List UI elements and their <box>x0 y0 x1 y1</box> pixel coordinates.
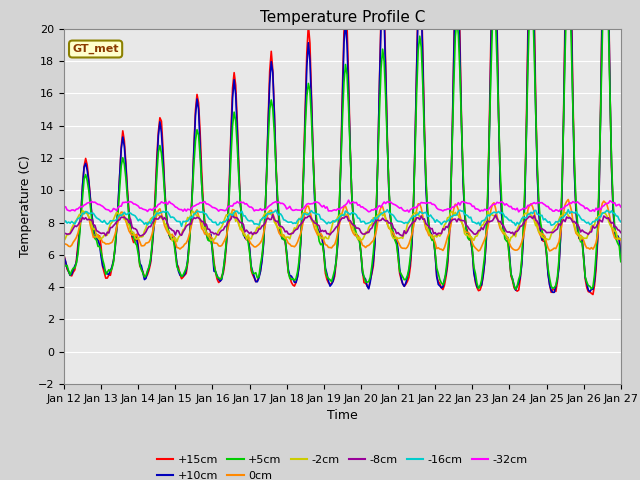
0cm <box>564 197 572 203</box>
Line: +15cm: +15cm <box>64 0 621 295</box>
-16cm <box>617 219 625 225</box>
-32cm <box>405 209 413 215</box>
-8cm <box>617 230 625 236</box>
+5cm <box>377 65 385 71</box>
-16cm <box>550 221 558 227</box>
-2cm <box>60 238 68 244</box>
-16cm <box>379 210 387 216</box>
Line: -8cm: -8cm <box>64 215 621 236</box>
Legend: +15cm, +10cm, +5cm, 0cm, -2cm, -8cm, -16cm, -32cm: +15cm, +10cm, +5cm, 0cm, -2cm, -8cm, -16… <box>152 451 532 480</box>
+10cm <box>164 223 172 229</box>
Line: +5cm: +5cm <box>64 0 621 289</box>
Line: -2cm: -2cm <box>64 211 621 242</box>
-8cm <box>76 219 83 225</box>
0cm <box>408 231 416 237</box>
-16cm <box>164 209 172 215</box>
-8cm <box>379 215 387 221</box>
-32cm <box>164 202 172 207</box>
+10cm <box>377 21 385 27</box>
+10cm <box>408 239 416 245</box>
-8cm <box>228 212 236 217</box>
+15cm <box>396 270 403 276</box>
-32cm <box>76 204 83 210</box>
X-axis label: Time: Time <box>327 409 358 422</box>
+15cm <box>60 252 68 258</box>
+10cm <box>396 265 403 271</box>
-32cm <box>397 204 405 210</box>
+5cm <box>76 234 83 240</box>
-32cm <box>412 205 419 211</box>
-2cm <box>552 223 559 228</box>
Line: 0cm: 0cm <box>64 200 621 251</box>
+5cm <box>617 259 625 264</box>
-32cm <box>379 201 387 207</box>
0cm <box>550 245 558 251</box>
-2cm <box>379 213 387 219</box>
+5cm <box>396 268 403 274</box>
-8cm <box>60 230 68 236</box>
0cm <box>475 248 483 254</box>
-8cm <box>399 233 406 239</box>
+5cm <box>550 285 558 290</box>
+5cm <box>164 224 172 230</box>
-2cm <box>397 234 405 240</box>
-16cm <box>76 215 83 221</box>
+10cm <box>617 256 625 262</box>
-2cm <box>506 239 513 245</box>
-8cm <box>552 227 559 233</box>
-32cm <box>345 197 353 203</box>
+5cm <box>512 287 520 292</box>
-2cm <box>79 208 86 214</box>
-16cm <box>410 213 417 219</box>
Title: Temperature Profile C: Temperature Profile C <box>260 10 425 25</box>
+15cm <box>617 253 625 259</box>
Line: -16cm: -16cm <box>64 210 621 226</box>
-2cm <box>165 229 173 235</box>
Y-axis label: Temperature (C): Temperature (C) <box>19 156 32 257</box>
-16cm <box>178 223 186 229</box>
-32cm <box>60 204 68 210</box>
Line: -32cm: -32cm <box>64 200 621 212</box>
0cm <box>377 204 385 210</box>
+15cm <box>549 287 557 292</box>
-8cm <box>412 218 419 224</box>
-2cm <box>76 212 83 217</box>
+10cm <box>60 253 68 259</box>
Text: GT_met: GT_met <box>72 44 119 54</box>
-16cm <box>60 220 68 226</box>
+15cm <box>164 225 172 231</box>
+15cm <box>408 240 416 246</box>
0cm <box>164 229 172 235</box>
0cm <box>76 224 83 229</box>
+10cm <box>550 289 558 295</box>
+10cm <box>549 289 557 295</box>
-16cm <box>397 219 405 225</box>
-2cm <box>617 236 625 242</box>
+15cm <box>589 292 597 298</box>
-8cm <box>397 232 405 238</box>
+5cm <box>408 230 416 236</box>
-16cm <box>564 207 572 213</box>
Line: +10cm: +10cm <box>64 0 621 292</box>
+15cm <box>76 228 83 234</box>
0cm <box>396 242 403 248</box>
+5cm <box>60 264 68 270</box>
-32cm <box>552 207 559 213</box>
0cm <box>60 241 68 247</box>
-8cm <box>164 221 172 227</box>
0cm <box>617 237 625 243</box>
+15cm <box>377 10 385 15</box>
-32cm <box>617 204 625 210</box>
-2cm <box>410 211 417 217</box>
+10cm <box>76 230 83 236</box>
